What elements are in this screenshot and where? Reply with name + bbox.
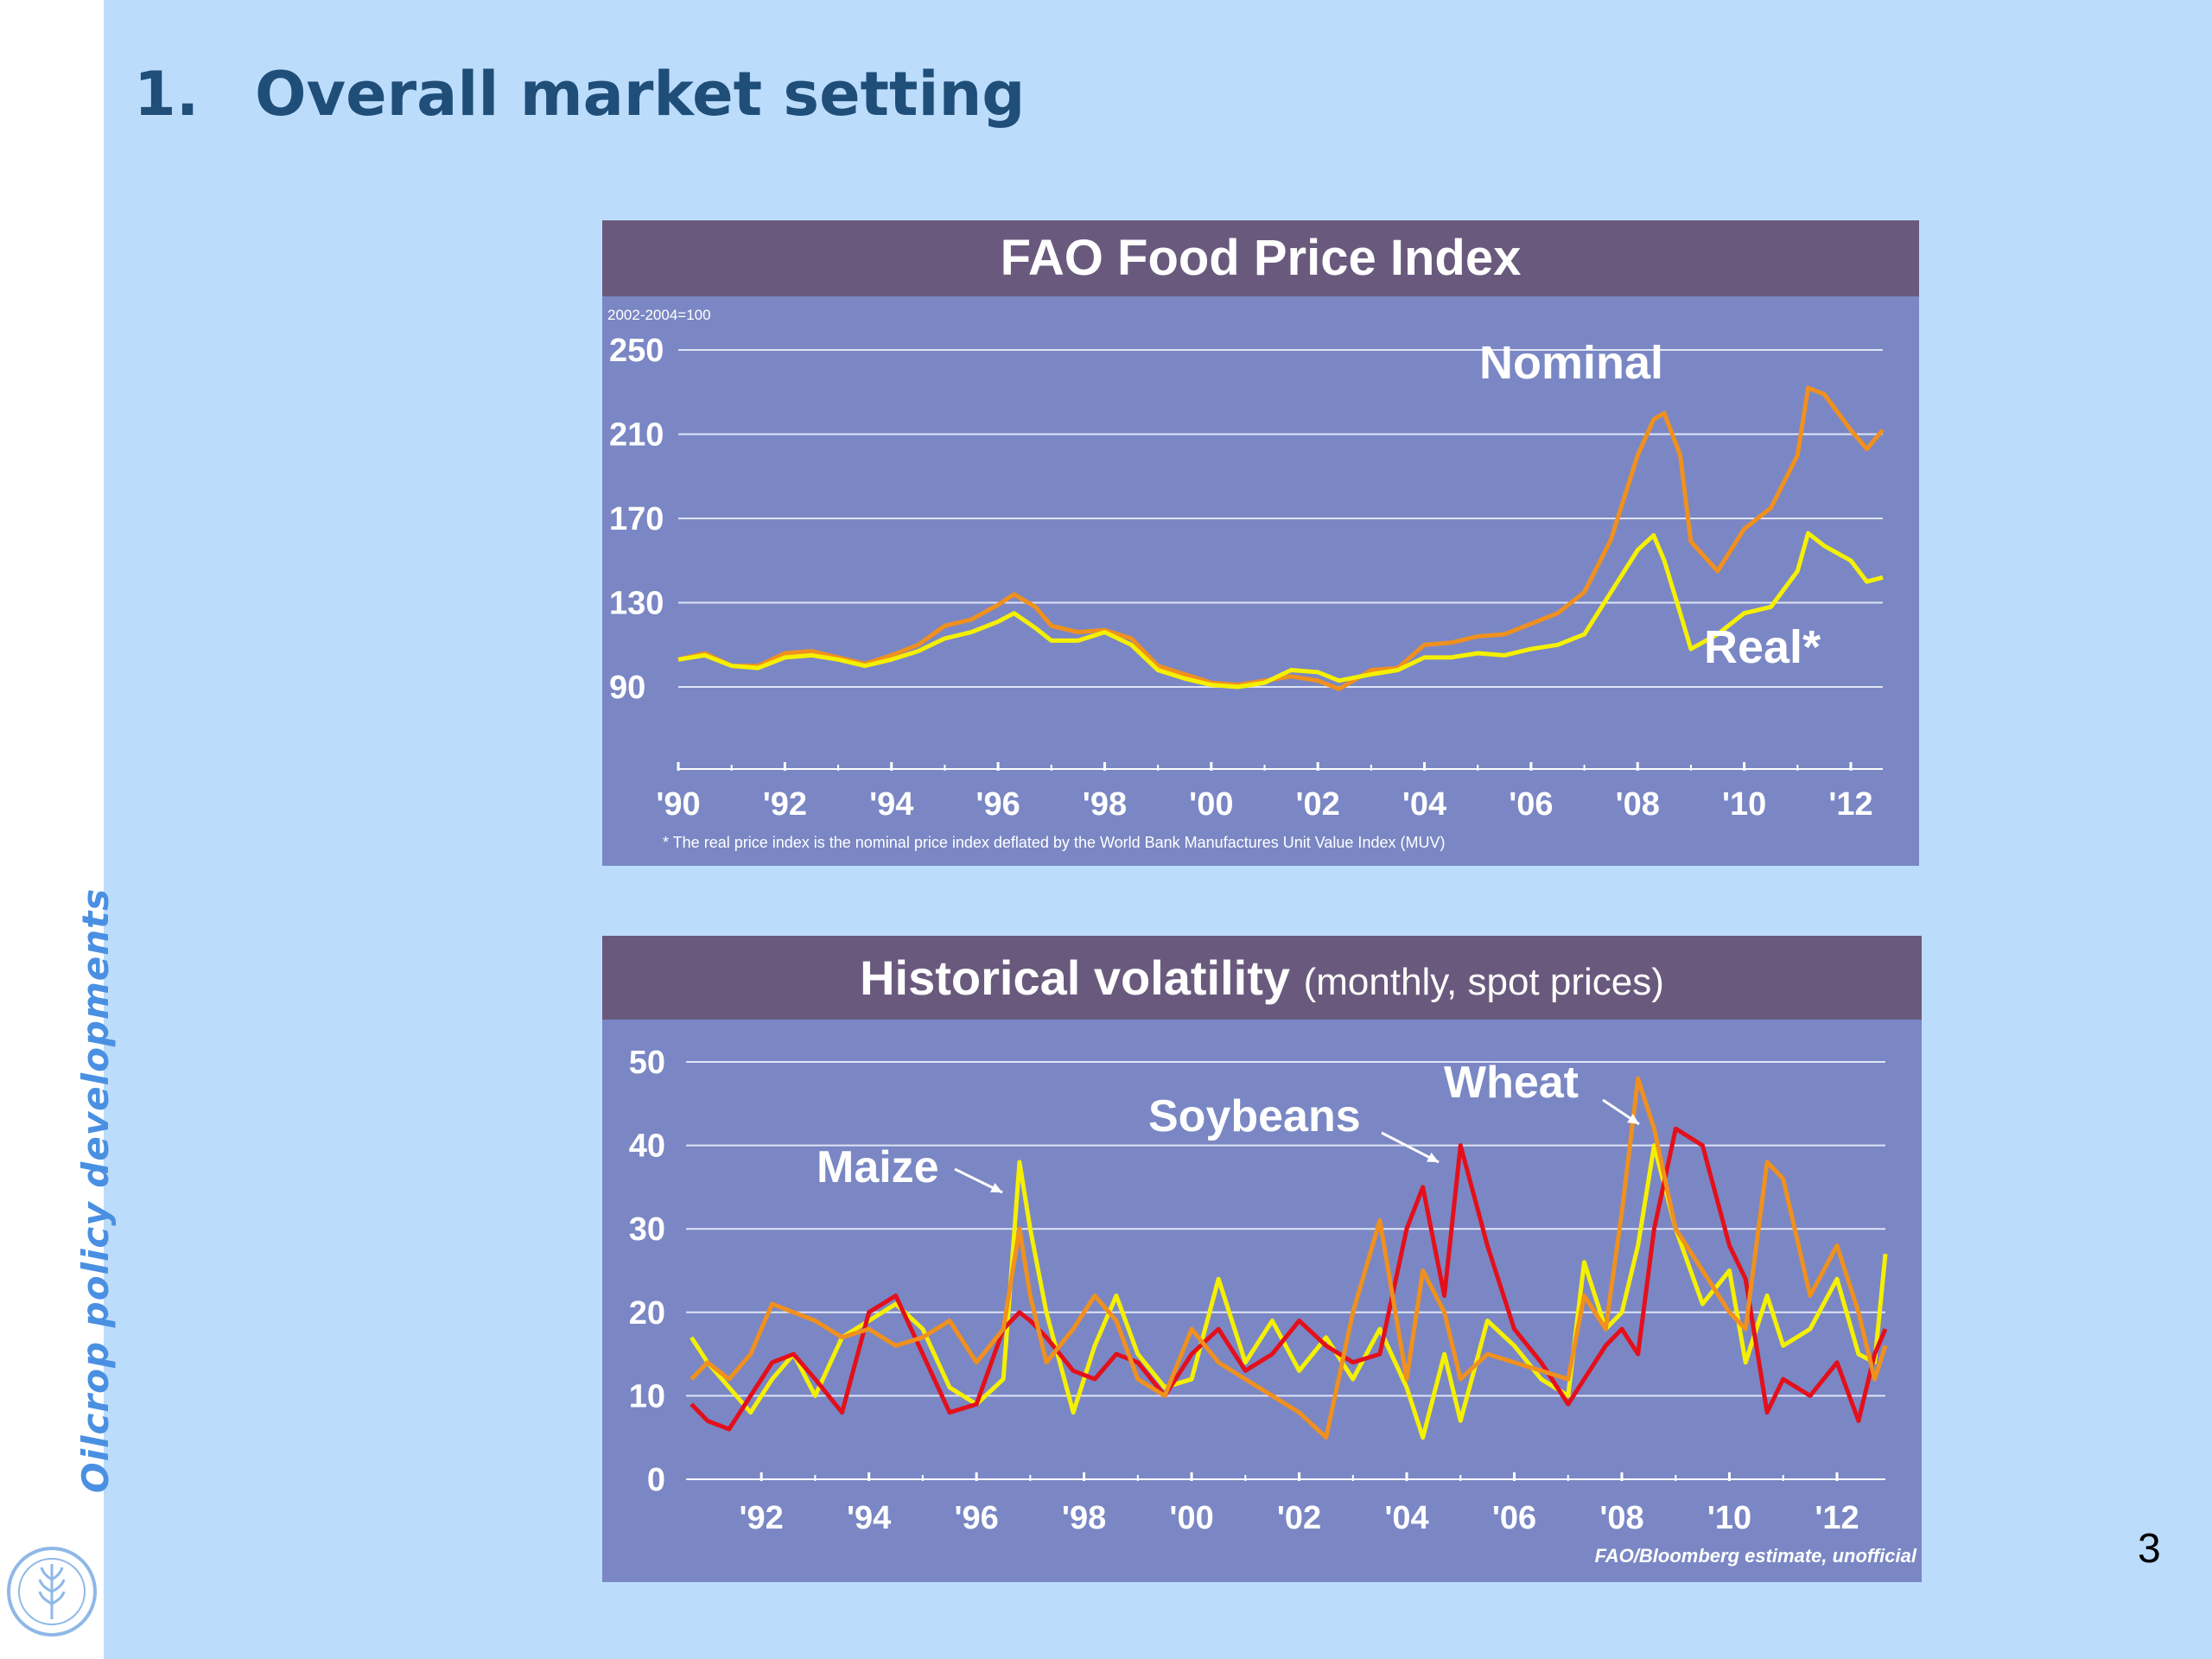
soybeans-annotation: Soybeans bbox=[1148, 1091, 1361, 1141]
x-tick-label: '02 bbox=[1277, 1500, 1321, 1536]
fao-logo-icon bbox=[7, 1547, 97, 1637]
y-tick-label: 20 bbox=[629, 1295, 665, 1332]
page-number: 3 bbox=[2138, 1526, 2161, 1572]
x-tick-label: '12 bbox=[1828, 786, 1872, 823]
y-tick-label: 30 bbox=[629, 1211, 665, 1248]
x-tick-label: '94 bbox=[869, 786, 913, 823]
chart2-source: FAO/Bloomberg estimate, unofficial bbox=[1594, 1545, 1916, 1567]
x-tick-label: '96 bbox=[954, 1500, 998, 1536]
x-tick-label: '04 bbox=[1384, 1500, 1428, 1536]
chart1-title: FAO Food Price Index bbox=[602, 220, 1919, 296]
series-line-real bbox=[677, 531, 1884, 690]
side-label: Oilcrop policy developments bbox=[74, 887, 117, 1493]
annotation-arrowhead bbox=[1627, 1113, 1639, 1124]
x-tick-label: '06 bbox=[1492, 1500, 1536, 1536]
food-price-index-panel: FAO Food Price Index 2002-2004=100 90 130… bbox=[602, 220, 1919, 866]
series-line-maize bbox=[690, 1143, 1888, 1440]
y-tick-label: 90 bbox=[609, 670, 645, 706]
x-tick-label: '02 bbox=[1296, 786, 1340, 823]
volatility-panel: Historical volatility (monthly, spot pri… bbox=[602, 936, 1922, 1582]
chart2-subtitle: (monthly, spot prices) bbox=[1303, 961, 1664, 1003]
y-tick-label: 130 bbox=[609, 586, 664, 622]
wheat-annotation: Wheat bbox=[1444, 1058, 1579, 1108]
series-line-wheat bbox=[690, 1076, 1888, 1440]
chart2-title: Historical volatility bbox=[860, 950, 1291, 1005]
x-tick-label: '96 bbox=[976, 786, 1020, 823]
title-text: Overall market setting bbox=[255, 59, 1026, 130]
x-tick-label: '10 bbox=[1707, 1500, 1751, 1536]
x-tick-label: '92 bbox=[739, 1500, 783, 1536]
x-tick-label: '92 bbox=[763, 786, 807, 823]
y-tick-label: 40 bbox=[629, 1128, 665, 1165]
volatility-chart: 0 10 20 30 40 50 '92 '94 '96 '98 '00 '02 '04 '06 '08 '1… bbox=[629, 1045, 1888, 1536]
x-tick-label: '12 bbox=[1815, 1500, 1859, 1536]
food-price-index-chart: 90 130 170 210 250 '90 '92 '94 '96 '98 '00 '02 '04 '0… bbox=[609, 333, 1885, 823]
series-line-nominal bbox=[677, 385, 1885, 691]
series-line-soybeans bbox=[690, 1126, 1888, 1432]
x-tick-label: '08 bbox=[1616, 786, 1660, 823]
y-tick-label: 250 bbox=[609, 333, 664, 369]
y-tick-label: 50 bbox=[629, 1045, 665, 1081]
x-tick-label: '06 bbox=[1509, 786, 1553, 823]
real-label: Real* bbox=[1704, 621, 1821, 673]
x-tick-label: '90 bbox=[656, 786, 700, 823]
x-tick-label: '98 bbox=[1062, 1500, 1106, 1536]
x-tick-label: '00 bbox=[1189, 786, 1233, 823]
annotation-arrowhead bbox=[990, 1182, 1002, 1192]
x-tick-label: '98 bbox=[1083, 786, 1127, 823]
slide-title: 1. Overall market setting bbox=[134, 59, 1025, 130]
title-number: 1. bbox=[134, 59, 200, 130]
y-tick-label: 170 bbox=[609, 501, 664, 537]
chart2-title-bar: Historical volatility (monthly, spot pri… bbox=[602, 936, 1922, 1020]
y-tick-label: 0 bbox=[647, 1462, 665, 1498]
annotation-arrowhead bbox=[1427, 1152, 1439, 1162]
y-tick-label: 210 bbox=[609, 417, 664, 454]
x-tick-label: '94 bbox=[847, 1500, 891, 1536]
x-tick-label: '04 bbox=[1402, 786, 1446, 823]
maize-annotation: Maize bbox=[817, 1142, 939, 1192]
sidebar: Oilcrop policy developments bbox=[0, 0, 117, 1659]
nominal-label: Nominal bbox=[1479, 337, 1663, 389]
y-tick-label: 10 bbox=[629, 1378, 665, 1414]
x-tick-label: '00 bbox=[1169, 1500, 1213, 1536]
x-tick-label: '08 bbox=[1599, 1500, 1643, 1536]
chart1-footnote: * The real price index is the nominal pr… bbox=[663, 834, 1446, 851]
chart1-unit-note: 2002-2004=100 bbox=[607, 307, 711, 323]
x-tick-label: '10 bbox=[1722, 786, 1766, 823]
